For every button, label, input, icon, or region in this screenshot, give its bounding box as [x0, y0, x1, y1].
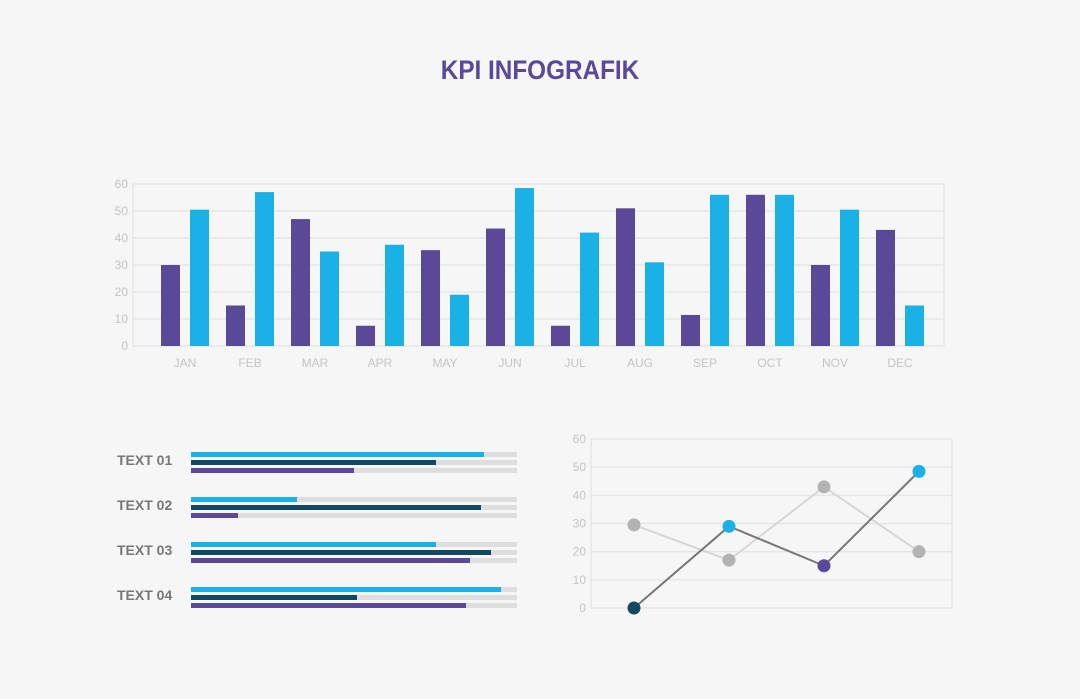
bar-fill [191, 497, 297, 502]
data-point [722, 519, 736, 533]
bar-may-2 [450, 294, 469, 346]
bar-track [191, 460, 517, 465]
bar-apr-1 [356, 325, 375, 346]
bar-fill [191, 603, 467, 608]
y-tick-label: 0 [121, 339, 128, 353]
bar-mar-2 [320, 251, 339, 346]
row-label: TEXT 03 [117, 542, 173, 558]
data-point [817, 559, 831, 573]
x-tick-label: AUG [627, 356, 653, 370]
bar-fill [191, 550, 491, 555]
page-title: KPI INFOGRAFIK [440, 55, 640, 85]
data-point [817, 480, 831, 494]
bar-track [191, 513, 517, 518]
data-point [912, 545, 926, 559]
bar-may-1 [421, 250, 440, 346]
x-tick-label: SEP [693, 356, 717, 370]
bar-feb-1 [226, 305, 245, 346]
bar-track [191, 542, 517, 547]
bar-fill [191, 460, 436, 465]
row-label: TEXT 02 [117, 497, 173, 513]
bar-fill [191, 505, 482, 510]
y-tick-label: 0 [579, 601, 586, 615]
x-tick-label: FEB [238, 356, 261, 370]
bar-track [191, 595, 517, 600]
series-line-2 [633, 470, 920, 609]
bar-track [191, 587, 517, 592]
bar-fill [191, 452, 485, 457]
bar-fill [191, 595, 358, 600]
y-tick-label: 20 [573, 545, 587, 559]
x-tick-label: APR [368, 356, 393, 370]
bar-feb-2 [255, 192, 274, 346]
bar-jun-2 [515, 188, 534, 346]
x-tick-label: MAY [432, 356, 457, 370]
y-tick-label: 30 [573, 517, 587, 531]
y-tick-label: 50 [573, 460, 587, 474]
y-tick-label: 60 [115, 177, 129, 191]
bar-oct-1 [746, 194, 765, 346]
x-tick-label: JUN [498, 356, 521, 370]
bar-fill [191, 587, 501, 592]
data-point [722, 553, 736, 567]
y-tick-label: 30 [115, 258, 129, 272]
bar-apr-2 [385, 244, 404, 346]
bar-fill [191, 468, 354, 473]
y-tick-label: 40 [115, 231, 129, 245]
bar-track [191, 452, 517, 457]
bar-track [191, 603, 517, 608]
bar-nov-2 [840, 209, 859, 346]
x-tick-label: JUL [564, 356, 586, 370]
bar-track [191, 497, 517, 502]
bar-mar-1 [291, 219, 310, 346]
x-tick-label: DEC [887, 356, 913, 370]
y-tick-label: 50 [115, 204, 129, 218]
bar-oct-2 [775, 194, 794, 346]
data-point [627, 601, 641, 615]
bar-track [191, 468, 517, 473]
bar-jul-2 [580, 232, 599, 346]
bar-jan-1 [161, 265, 180, 346]
y-tick-label: 10 [115, 312, 129, 326]
y-tick-label: 40 [573, 488, 587, 502]
data-point [912, 464, 926, 478]
data-point [627, 518, 641, 532]
x-tick-label: OCT [757, 356, 783, 370]
x-tick-label: JAN [174, 356, 197, 370]
x-tick-label: MAR [302, 356, 329, 370]
y-tick-label: 60 [573, 432, 587, 446]
bar-nov-1 [811, 265, 830, 346]
bar-fill [191, 542, 436, 547]
bar-sep-2 [710, 194, 729, 346]
x-tick-label: NOV [822, 356, 848, 370]
bar-fill [191, 513, 239, 518]
y-tick-label: 20 [115, 285, 129, 299]
bar-jan-2 [190, 209, 209, 346]
bar-aug-2 [645, 262, 664, 346]
bar-track [191, 550, 517, 555]
bar-dec-2 [905, 305, 924, 346]
bar-jul-1 [551, 325, 570, 346]
bar-track [191, 505, 517, 510]
bar-jun-1 [486, 228, 505, 346]
row-label: TEXT 01 [117, 452, 173, 468]
bar-sep-1 [681, 314, 700, 346]
bar-dec-1 [876, 229, 895, 346]
bar-fill [191, 558, 470, 563]
y-tick-label: 10 [573, 573, 587, 587]
row-label: TEXT 04 [117, 587, 173, 603]
bar-track [191, 558, 517, 563]
bar-aug-1 [616, 208, 635, 346]
